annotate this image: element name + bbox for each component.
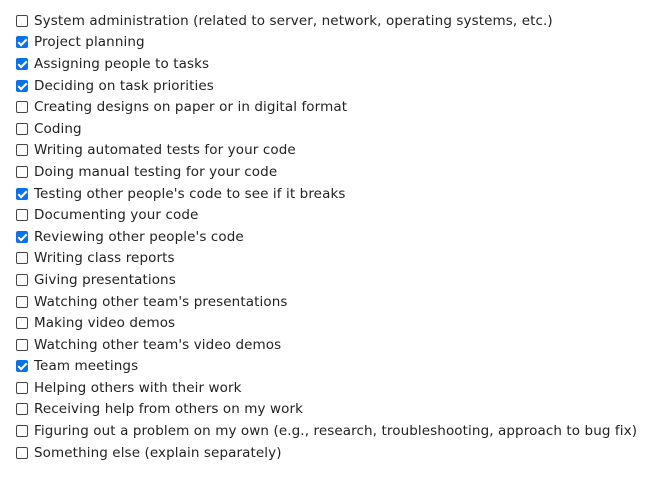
- option-label: Watching other team's presentations: [34, 293, 288, 310]
- option-project-planning[interactable]: Project planning: [16, 32, 637, 54]
- checkbox-checked[interactable]: [16, 57, 28, 70]
- option-automated-tests[interactable]: Writing automated tests for your code: [16, 140, 637, 162]
- option-class-reports[interactable]: Writing class reports: [16, 248, 637, 270]
- option-label: Team meetings: [34, 358, 139, 375]
- option-task-priorities[interactable]: Deciding on task priorities: [16, 75, 637, 97]
- option-receiving-help[interactable]: Receiving help from others on my work: [16, 399, 637, 421]
- option-label: Something else (explain separately): [34, 444, 282, 461]
- checkbox[interactable]: [16, 14, 28, 27]
- checkbox[interactable]: [16, 425, 28, 438]
- checkbox[interactable]: [16, 122, 28, 135]
- option-label: Project planning: [34, 34, 145, 51]
- option-team-meetings[interactable]: Team meetings: [16, 356, 637, 378]
- option-label: Documenting your code: [34, 207, 199, 224]
- checkbox-checked[interactable]: [16, 230, 28, 243]
- option-label: Writing automated tests for your code: [34, 142, 296, 159]
- option-label: Figuring out a problem on my own (e.g., …: [34, 423, 638, 440]
- checkbox[interactable]: [16, 338, 28, 351]
- option-label: Creating designs on paper or in digital …: [34, 99, 348, 116]
- option-label: Watching other team's video demos: [34, 336, 282, 353]
- option-label: Writing class reports: [34, 250, 175, 267]
- checkbox[interactable]: [16, 446, 28, 459]
- option-coding[interactable]: Coding: [16, 118, 637, 140]
- option-helping-others[interactable]: Helping others with their work: [16, 377, 637, 399]
- checkbox-list: System administration (related to server…: [16, 10, 637, 463]
- option-label: Making video demos: [34, 315, 176, 332]
- checkbox[interactable]: [16, 381, 28, 394]
- option-label: Coding: [34, 120, 82, 137]
- checkbox-checked[interactable]: [16, 36, 28, 49]
- option-label: Receiving help from others on my work: [34, 401, 304, 418]
- option-reviewing-code[interactable]: Reviewing other people's code: [16, 226, 637, 248]
- option-testing-others-code[interactable]: Testing other people's code to see if it…: [16, 183, 637, 205]
- option-system-administration[interactable]: System administration (related to server…: [16, 10, 637, 32]
- option-label: Deciding on task priorities: [34, 77, 214, 94]
- checkbox[interactable]: [16, 165, 28, 178]
- checkbox-checked[interactable]: [16, 360, 28, 373]
- option-creating-designs[interactable]: Creating designs on paper or in digital …: [16, 96, 637, 118]
- checkbox[interactable]: [16, 295, 28, 308]
- checkbox-checked[interactable]: [16, 79, 28, 92]
- checkbox[interactable]: [16, 252, 28, 265]
- checkbox[interactable]: [16, 101, 28, 114]
- option-figuring-out-problem[interactable]: Figuring out a problem on my own (e.g., …: [16, 420, 637, 442]
- option-something-else[interactable]: Something else (explain separately): [16, 442, 637, 464]
- option-label: Testing other people's code to see if it…: [34, 185, 346, 202]
- option-label: Helping others with their work: [34, 379, 242, 396]
- option-label: System administration (related to server…: [34, 12, 553, 29]
- checkbox[interactable]: [16, 209, 28, 222]
- option-documenting-code[interactable]: Documenting your code: [16, 204, 637, 226]
- option-label: Assigning people to tasks: [34, 55, 210, 72]
- option-giving-presentations[interactable]: Giving presentations: [16, 269, 637, 291]
- option-video-demos[interactable]: Making video demos: [16, 312, 637, 334]
- checkbox[interactable]: [16, 144, 28, 157]
- checkbox-checked[interactable]: [16, 187, 28, 200]
- option-watching-video-demos[interactable]: Watching other team's video demos: [16, 334, 637, 356]
- checkbox[interactable]: [16, 403, 28, 416]
- checkbox[interactable]: [16, 273, 28, 286]
- option-watching-presentations[interactable]: Watching other team's presentations: [16, 291, 637, 313]
- checkbox[interactable]: [16, 317, 28, 330]
- option-label: Giving presentations: [34, 271, 176, 288]
- option-label: Doing manual testing for your code: [34, 163, 278, 180]
- option-label: Reviewing other people's code: [34, 228, 244, 245]
- option-manual-testing[interactable]: Doing manual testing for your code: [16, 161, 637, 183]
- option-assigning-people[interactable]: Assigning people to tasks: [16, 53, 637, 75]
